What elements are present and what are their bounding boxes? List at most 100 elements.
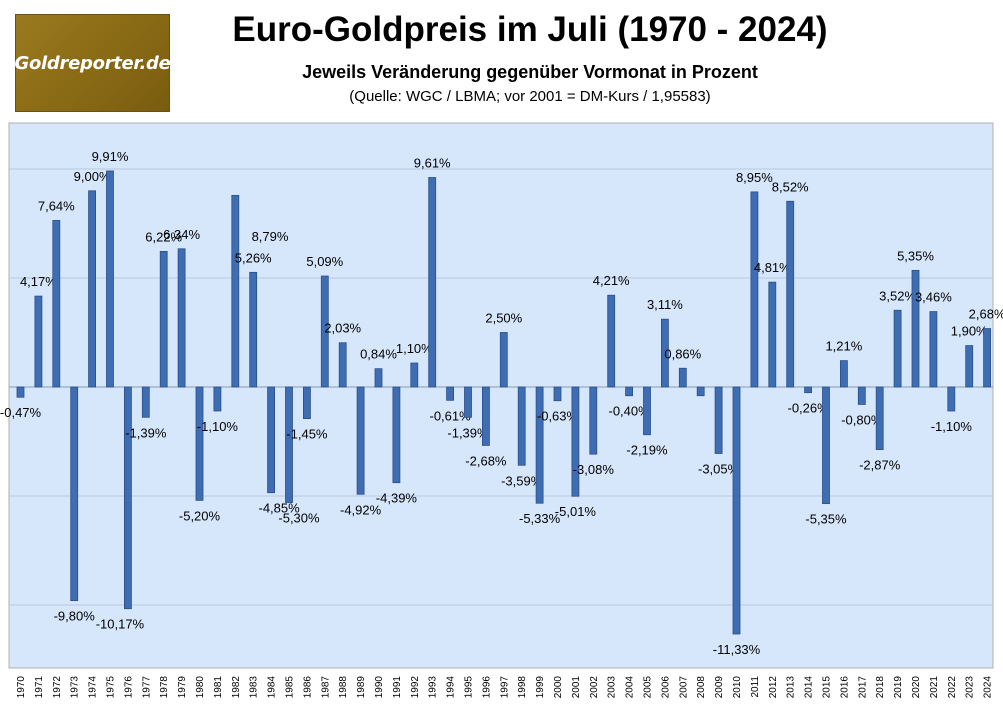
bar (267, 386, 276, 494)
data-label: 1,10% (396, 341, 433, 356)
data-label: 1,90% (951, 324, 988, 339)
bar (285, 386, 293, 503)
data-label: 0,84% (360, 347, 397, 362)
data-label: -0,47% (0, 405, 42, 420)
x-tick-label: 1988 (338, 676, 349, 699)
bar (410, 362, 419, 388)
bar (875, 386, 884, 450)
data-label: -1,10% (197, 419, 239, 434)
x-tick-label: 1980 (195, 676, 206, 699)
data-label: -9,80% (54, 609, 96, 624)
bar (661, 318, 669, 388)
x-tick-label: 2015 (822, 676, 833, 699)
bar (320, 275, 329, 388)
bar (840, 360, 848, 388)
data-label: 1,21% (825, 339, 862, 354)
bar (625, 386, 633, 397)
bar (70, 386, 79, 602)
data-label: -1,45% (286, 427, 328, 442)
data-label: -1,39% (125, 425, 167, 440)
x-tick-label: 1973 (70, 676, 81, 699)
data-label: 5,26% (235, 250, 272, 265)
data-label: -2,68% (465, 453, 507, 468)
logo-text: Goldreporter.de (14, 52, 171, 74)
x-tick-label: 1975 (106, 676, 117, 699)
data-label: -5,35% (805, 512, 847, 527)
x-tick-label: 1978 (159, 676, 170, 699)
x-tick-label: 1993 (428, 676, 439, 699)
data-label: -5,33% (519, 511, 561, 526)
chart-title: Euro-Goldpreis im Juli (1970 - 2024) (232, 10, 828, 49)
bar (553, 386, 562, 402)
logo: Goldreporter.de (14, 14, 171, 112)
x-tick-label: 2020 (911, 676, 922, 699)
bar (696, 386, 705, 397)
bar (750, 191, 759, 388)
bar (535, 386, 544, 504)
x-tick-label: 1981 (213, 676, 224, 699)
bar (249, 271, 258, 388)
x-tick-label: 1971 (34, 676, 45, 699)
data-label: 4,17% (20, 274, 57, 289)
data-label: -5,01% (555, 504, 597, 519)
x-tick-label: 2004 (625, 676, 636, 699)
data-label: -4,39% (376, 491, 418, 506)
data-label: -0,26% (787, 401, 829, 416)
x-tick-label: 2003 (607, 676, 618, 699)
data-label: 2,50% (485, 311, 522, 326)
bar (714, 386, 723, 454)
x-tick-label: 2002 (589, 676, 600, 699)
x-tick-label: 2006 (660, 676, 671, 699)
data-label: 6,22% (145, 229, 182, 244)
x-tick-label: 1996 (481, 676, 492, 699)
bar (786, 200, 795, 388)
bar (213, 386, 222, 412)
data-label: 4,21% (593, 273, 630, 288)
plot-area (8, 122, 994, 669)
x-tick-label: 1999 (535, 676, 546, 699)
data-label: -4,85% (258, 501, 300, 516)
x-tick-label: 1977 (141, 676, 152, 699)
x-tick-label: 2013 (786, 676, 797, 699)
bar (893, 309, 902, 388)
bar (52, 220, 61, 388)
bar (499, 332, 508, 388)
x-tick-label: 1992 (410, 676, 421, 699)
bar (464, 386, 472, 418)
data-label: -11,33% (713, 642, 761, 657)
data-label: -2,19% (626, 443, 668, 458)
x-tick-label: 1990 (374, 676, 385, 699)
bar (589, 386, 598, 455)
x-tick-label: 2011 (750, 676, 761, 698)
data-label: -3,08% (573, 462, 615, 477)
data-label: -1,10% (931, 419, 973, 434)
bar (141, 386, 150, 418)
bar (16, 386, 25, 398)
x-tick-label: 2010 (732, 676, 743, 699)
bar (481, 386, 490, 446)
data-label: -0,40% (608, 404, 650, 419)
bar (571, 386, 580, 497)
bar (517, 386, 526, 466)
x-tick-label: 1972 (52, 676, 63, 699)
bar (804, 386, 812, 394)
data-label: -0,80% (841, 412, 883, 427)
x-tick-label: 2001 (571, 676, 582, 699)
data-label: -3,05% (698, 461, 740, 476)
x-tick-label: 1979 (177, 676, 188, 699)
bar (929, 311, 938, 388)
x-tick-label: 2019 (893, 676, 904, 699)
x-tick-label: 2008 (696, 676, 707, 699)
data-label: 2,03% (324, 321, 361, 336)
x-tick-label: 2012 (768, 676, 779, 699)
data-label: 4,81% (754, 260, 791, 275)
x-tick-label: 2024 (983, 676, 994, 699)
bar (822, 386, 830, 505)
bar (857, 386, 866, 405)
x-tick-label: 1982 (231, 676, 242, 699)
x-tick-label: 2014 (804, 676, 815, 699)
x-tick-label: 1974 (88, 676, 99, 699)
x-tick-label: 2005 (643, 676, 654, 699)
bar (106, 170, 114, 388)
data-label: -3,59% (501, 473, 543, 488)
